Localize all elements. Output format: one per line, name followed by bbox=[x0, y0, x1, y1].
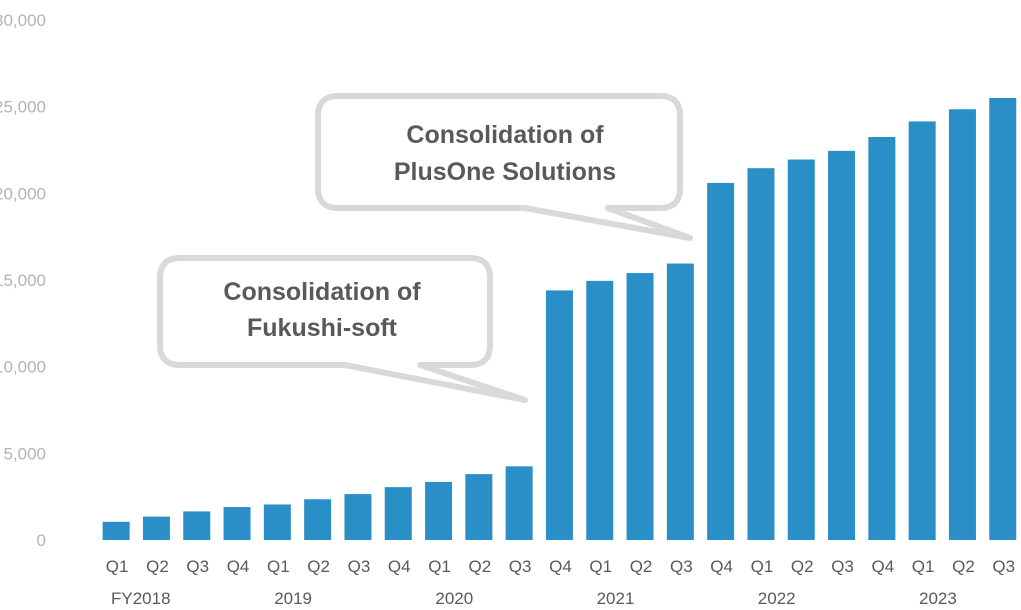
bar bbox=[787, 159, 815, 541]
callout-fukushi-soft: Consolidation of Fukushi-soft bbox=[157, 255, 528, 403]
bar bbox=[908, 121, 936, 541]
bar bbox=[102, 521, 130, 540]
x-tick-label: Q4 bbox=[710, 557, 733, 576]
x-tick-label: Q2 bbox=[469, 557, 492, 576]
callout-fukushi-soft-line-1: Consolidation of bbox=[223, 278, 421, 306]
x-tick-label: Q1 bbox=[912, 557, 935, 576]
bar bbox=[505, 466, 533, 540]
callout-plusone-solutions: Consolidation of PlusOne Solutions bbox=[315, 93, 693, 241]
x-tick-label: Q1 bbox=[589, 557, 612, 576]
bar bbox=[223, 507, 251, 540]
y-tick-label: 10,000 bbox=[0, 358, 46, 377]
x-tick-label: Q3 bbox=[348, 557, 371, 576]
x-tick-label: Q2 bbox=[146, 557, 169, 576]
x-tick-label: Q4 bbox=[388, 557, 411, 576]
bar bbox=[828, 150, 856, 540]
x-tick-label: Q1 bbox=[106, 557, 129, 576]
x-tick-label: Q2 bbox=[630, 557, 653, 576]
y-axis: 0 5,000 10,000 15,000 20,000 25,000 30,000 bbox=[0, 11, 46, 550]
bar bbox=[626, 273, 654, 540]
bar bbox=[747, 168, 775, 540]
x-tick-label: Q4 bbox=[549, 557, 572, 576]
fiscal-year-label: 2020 bbox=[435, 589, 473, 608]
callout-plusone-solutions-bubble bbox=[315, 93, 693, 241]
bar bbox=[586, 280, 614, 540]
x-tick-label: Q3 bbox=[670, 557, 693, 576]
callout-fukushi-soft-bubble bbox=[157, 255, 528, 403]
x-tick-label: Q4 bbox=[872, 557, 895, 576]
bar bbox=[344, 494, 372, 540]
bar bbox=[465, 474, 493, 540]
bar bbox=[666, 263, 694, 540]
x-tick-label: Q3 bbox=[509, 557, 532, 576]
x-tick-label: Q1 bbox=[267, 557, 290, 576]
x-tick-label: Q1 bbox=[428, 557, 451, 576]
x-tick-label: Q4 bbox=[227, 557, 250, 576]
bar bbox=[263, 504, 291, 540]
x-tick-label: Q3 bbox=[831, 557, 854, 576]
x-tick-label: Q3 bbox=[992, 557, 1015, 576]
bar bbox=[304, 499, 332, 540]
y-tick-label: 15,000 bbox=[0, 271, 46, 290]
y-tick-label: 5,000 bbox=[3, 444, 46, 463]
fiscal-year-label: 2019 bbox=[274, 589, 312, 608]
bar bbox=[868, 137, 896, 540]
bar bbox=[142, 516, 170, 540]
fiscal-year-label: 2021 bbox=[597, 589, 635, 608]
fiscal-year-label: 2023 bbox=[919, 589, 957, 608]
callout-plusone-solutions-line-2: PlusOne Solutions bbox=[394, 158, 616, 186]
y-tick-label: 20,000 bbox=[0, 184, 46, 203]
bar bbox=[425, 481, 453, 540]
y-tick-label: 30,000 bbox=[0, 11, 46, 30]
bar bbox=[989, 98, 1017, 540]
bar bbox=[707, 182, 735, 540]
callout-fukushi-soft-line-2: Fukushi-soft bbox=[247, 314, 398, 342]
bars bbox=[102, 98, 1017, 541]
bar bbox=[545, 290, 573, 540]
x-tick-label: Q2 bbox=[307, 557, 330, 576]
x-tick-label: Q1 bbox=[751, 557, 774, 576]
y-tick-label: 25,000 bbox=[0, 98, 46, 117]
fiscal-year-label: 2022 bbox=[758, 589, 796, 608]
x-tick-label: Q2 bbox=[952, 557, 975, 576]
y-tick-label: 0 bbox=[37, 531, 46, 550]
x-axis: Q1 Q2 Q3 Q4 Q1 Q2 Q3 Q4 Q1 Q2 Q3 Q4 Q1 Q2 Q3 Q4 Q1 Q2 Q3 Q4… bbox=[106, 557, 1015, 608]
bar bbox=[948, 109, 976, 541]
fiscal-year-label: FY2018 bbox=[111, 589, 171, 608]
bar bbox=[183, 511, 211, 540]
callout-plusone-solutions-line-1: Consolidation of bbox=[406, 121, 604, 149]
x-tick-label: Q3 bbox=[186, 557, 209, 576]
bar bbox=[384, 487, 412, 540]
x-tick-label: Q2 bbox=[791, 557, 814, 576]
